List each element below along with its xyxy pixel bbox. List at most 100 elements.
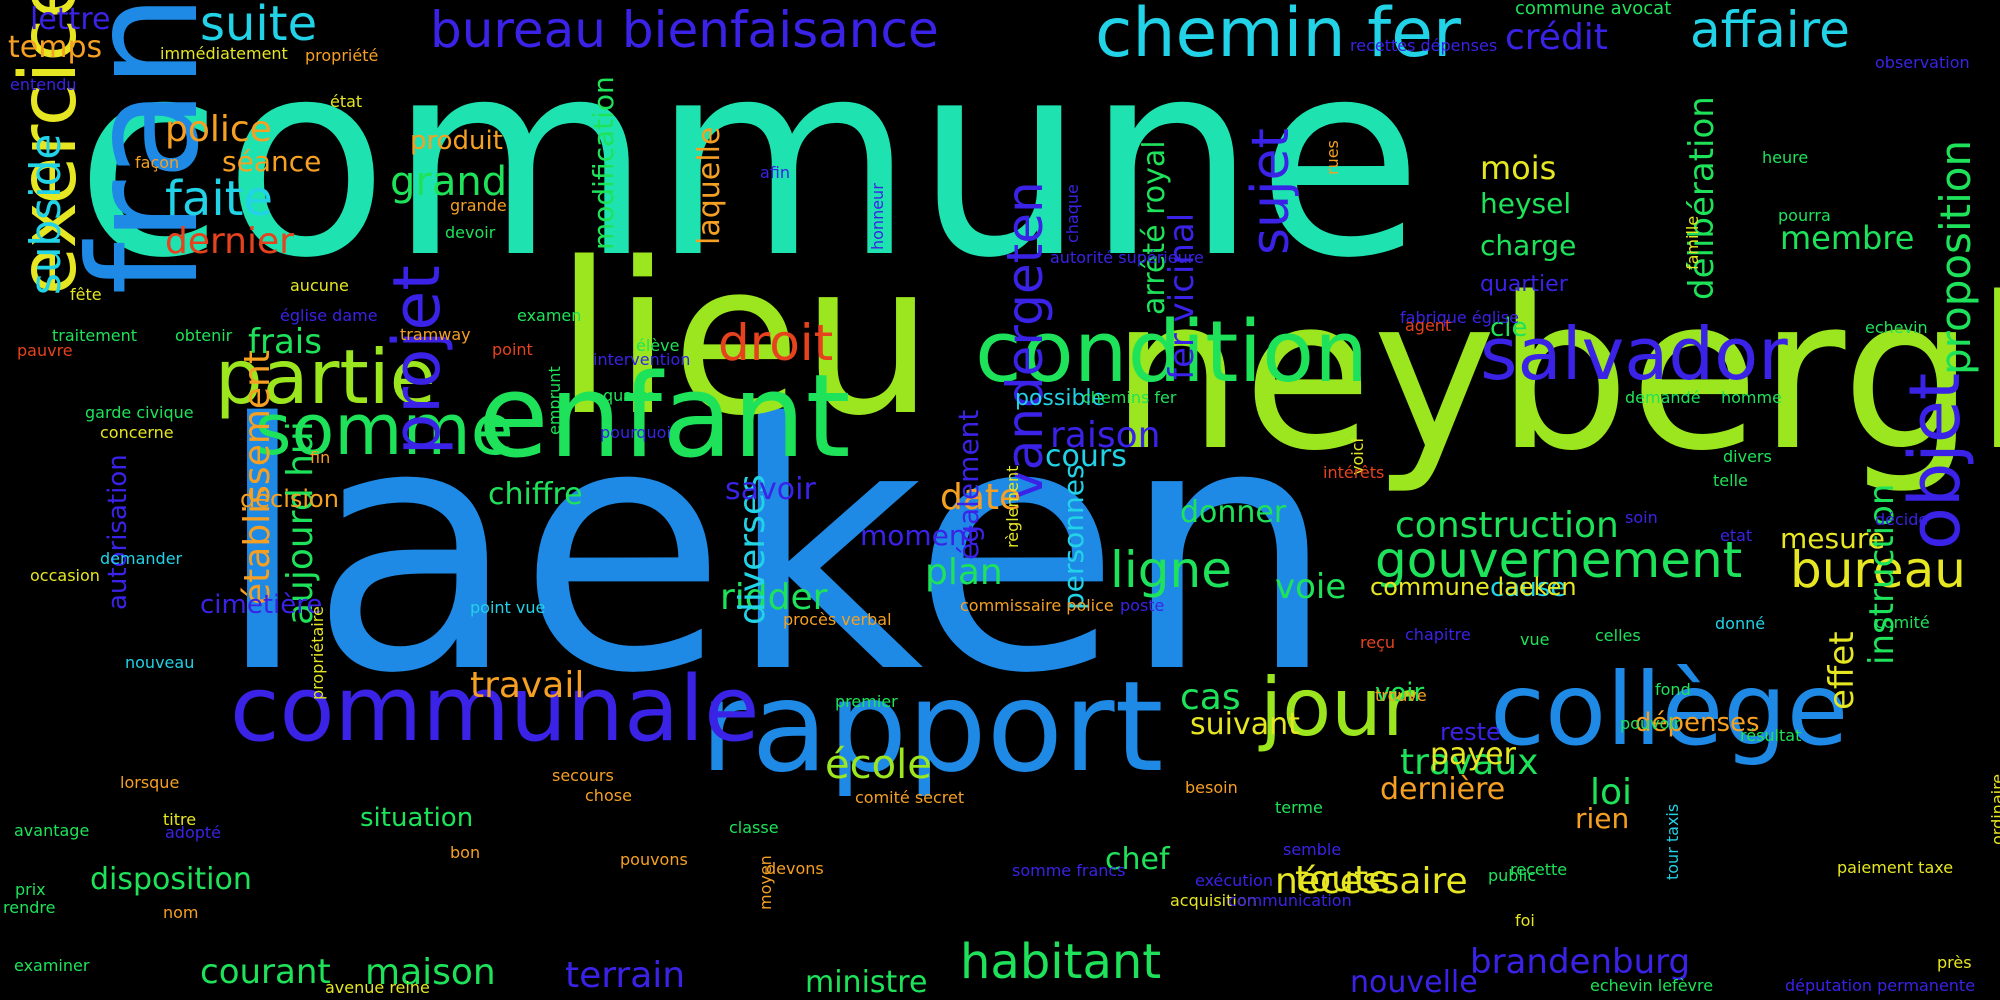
word-faite: faite: [165, 171, 273, 227]
word-autorisation: autorisation: [103, 454, 133, 610]
word-laquelle: laquelle: [692, 126, 727, 245]
word-eglise-dame: église dame: [280, 306, 378, 325]
word-gouvernement: gouvernement: [1375, 531, 1743, 589]
word-comite: comité: [1875, 613, 1930, 632]
word-honneur: honneur: [868, 183, 887, 250]
word-ecole: école: [825, 742, 932, 788]
word-travail: travail: [470, 665, 585, 706]
word-disposition: disposition: [90, 862, 252, 897]
word-somme: somme: [255, 389, 514, 471]
word-habitant: habitant: [960, 934, 1162, 990]
word-echevin: echevin: [1865, 318, 1928, 337]
word-adopte: adopté: [165, 823, 222, 842]
word-pres: près: [1937, 953, 1972, 972]
word-nouvelle: nouvelle: [1350, 965, 1478, 1000]
word-rendre: rendre: [3, 898, 56, 917]
word-moment: moment: [860, 519, 978, 552]
word-nouveau: nouveau: [125, 653, 195, 672]
word-ligne: ligne: [1110, 541, 1232, 599]
word-fin: fin: [310, 448, 331, 467]
word-etat: état: [330, 92, 363, 111]
word-terme: terme: [1275, 798, 1323, 817]
word-toute: toute: [1295, 859, 1391, 900]
word-derniere: dernière: [1380, 772, 1506, 807]
word-loi: loi: [1590, 772, 1633, 813]
word-tramway: tramway: [400, 325, 471, 344]
word-chaque: chaque: [1063, 184, 1082, 243]
word-recettes-depenses: recettes dépenses: [1350, 36, 1498, 55]
word-proces-verbal: procès verbal: [783, 610, 892, 629]
word-quartier: quartier: [1480, 272, 1568, 297]
word-examiner: examiner: [14, 956, 90, 975]
word-necessaire: nécessaire: [1275, 861, 1468, 902]
word-bureau: bureau: [1790, 541, 1966, 599]
word-credit: crédit: [1505, 17, 1608, 58]
word-proposition: proposition: [1931, 139, 1980, 375]
word-commune-avocat: commune avocat: [1515, 0, 1672, 19]
word-heysel: heysel: [1480, 187, 1572, 220]
word-concerne: concerne: [100, 423, 174, 442]
word-observation: observation: [1875, 53, 1970, 72]
word-police: police: [165, 109, 272, 150]
word-donne: donné: [1715, 614, 1766, 633]
word-occasion: occasion: [30, 566, 100, 585]
word-modification: modification: [587, 76, 620, 250]
word-pauvre: pauvre: [17, 341, 73, 360]
word-commune: commune: [75, 2, 1424, 317]
word-plan: plan: [925, 552, 1003, 593]
word-paiement-taxe: paiement taxe: [1837, 858, 1954, 877]
word-droit: droit: [718, 314, 834, 372]
word-bureau-bienfaisance: bureau bienfaisance: [430, 1, 939, 59]
word-chef: chef: [1105, 842, 1170, 877]
word-comite-secret: comité secret: [855, 788, 965, 807]
word-ministre: ministre: [805, 965, 928, 1000]
word-subside: subside: [21, 133, 70, 295]
word-communale: communale: [230, 657, 760, 762]
word-acquisition: acquisition: [1170, 891, 1257, 910]
word-bon: bon: [450, 843, 481, 862]
word-brandenburg: brandenburg: [1470, 942, 1691, 982]
word-ridder: ridder: [720, 577, 828, 618]
word-emprunt: emprunt: [545, 366, 564, 435]
word-resultat: résultat: [1740, 726, 1802, 745]
word-mesure: mesure: [1780, 522, 1885, 555]
word-cours: cours: [1045, 439, 1127, 474]
word-afin: afin: [760, 163, 791, 182]
word-egalement: également: [952, 409, 985, 560]
word-arrete-royal: arrêté royal: [1137, 140, 1172, 315]
word-payer: payer: [1430, 737, 1516, 772]
word-propriete: propriété: [305, 46, 379, 65]
word-titre: titre: [163, 810, 197, 829]
word-intervention: intervention: [593, 350, 691, 369]
word-partie: partie: [215, 333, 436, 421]
word-pouvons: pouvons: [620, 850, 688, 869]
word-nom: nom: [163, 903, 199, 922]
word-point: point: [492, 340, 533, 359]
word-chiffre: chiffre: [488, 477, 583, 512]
word-cas: cas: [1180, 677, 1241, 718]
word-recette: recette: [1510, 860, 1568, 879]
word-sujet: sujet: [1241, 128, 1301, 255]
word-decide: décide: [1875, 510, 1929, 529]
word-seance: séance: [222, 145, 322, 178]
word-grande: grande: [450, 196, 507, 215]
word-situation: situation: [360, 803, 474, 833]
word-effet: effet: [1822, 631, 1862, 710]
word-heure: heure: [1762, 148, 1809, 167]
word-vue: vue: [1520, 630, 1550, 649]
word-courant: courant: [200, 952, 331, 992]
word-entendu: entendu: [10, 75, 77, 94]
word-commissaire-police: commissaire police: [960, 596, 1114, 615]
word-homme: homme: [1721, 388, 1782, 407]
word-famille: famille: [1683, 215, 1702, 270]
word-echevin-lefevre: echevin lefèvre: [1590, 976, 1714, 995]
word-besoin: besoin: [1185, 778, 1238, 797]
word-mois: mois: [1480, 149, 1557, 187]
word-rues: rues: [1323, 140, 1342, 175]
word-rien: rien: [1575, 802, 1630, 835]
word-demande: demandé: [1625, 388, 1701, 407]
word-moyen: moyen: [756, 855, 775, 910]
word-reglement: règlement: [1003, 465, 1022, 548]
word-fete: fête: [70, 285, 102, 304]
